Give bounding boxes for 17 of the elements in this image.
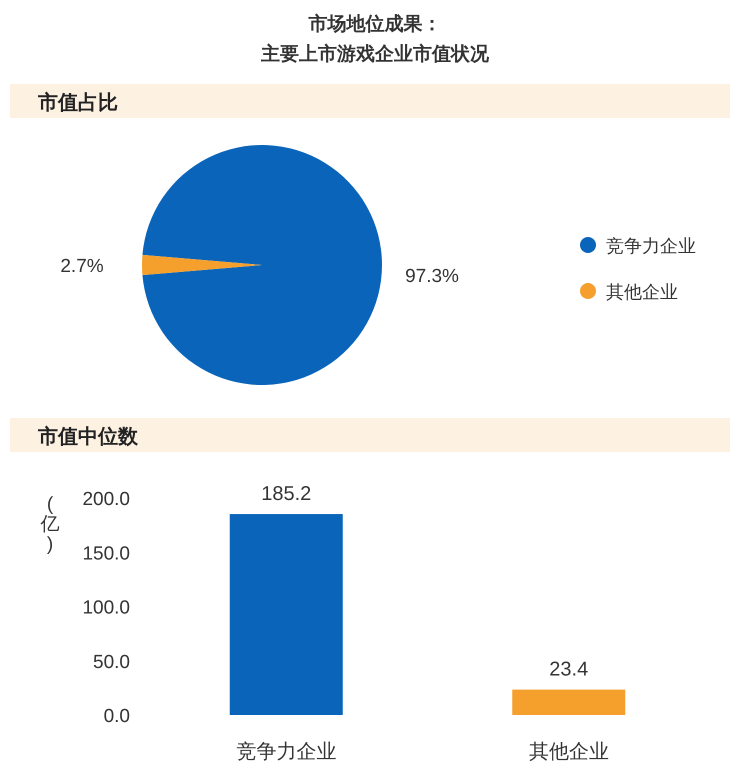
data-label: 185.2 [261, 483, 312, 506]
pie-slice [142, 254, 262, 276]
y-tick-label: 100.0 [82, 598, 130, 618]
y-axis-title: (亿) [40, 494, 60, 555]
pie-slice [142, 145, 382, 385]
y-tick-label: 150.0 [82, 543, 130, 564]
data-label: 23.4 [549, 658, 588, 681]
chart-title: 市值中位数 [37, 425, 139, 448]
chart-title: 市场地位成果：主要上市游戏企业市值状况 [260, 13, 490, 65]
y-tick-label: 50.0 [93, 652, 130, 673]
y-tick-label: 200.0 [82, 489, 130, 510]
y-tick-label: 0.0 [104, 706, 130, 727]
chart-subtitle: 市值占比 [37, 91, 118, 114]
data-label: 97.3% [405, 266, 460, 287]
legend-label: 竞争力企业 [606, 236, 696, 256]
data-label: 2.7% [60, 256, 104, 277]
legend-label: 其他企业 [606, 282, 678, 302]
